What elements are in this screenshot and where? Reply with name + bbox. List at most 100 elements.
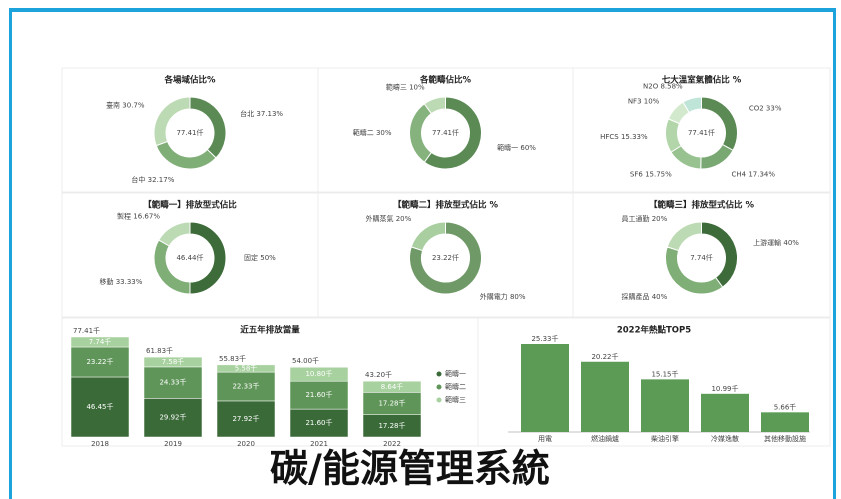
legend-label: 範疇三 xyxy=(445,395,466,404)
bar-label: 5.66千 xyxy=(774,402,797,411)
bar xyxy=(581,361,629,432)
slice-category: SF6 xyxy=(630,171,643,179)
segment-label: 17.28千 xyxy=(378,421,405,430)
donut-center: 77.41仟 xyxy=(688,128,715,137)
slice-value: 10% xyxy=(409,83,425,91)
slice-label: 範疇三 10% xyxy=(386,82,425,91)
bar xyxy=(641,379,689,432)
bar-segment xyxy=(143,398,203,438)
segment-label: 29.92千 xyxy=(159,413,186,422)
slice-category: 製程 xyxy=(117,211,131,220)
segment-label: 27.92千 xyxy=(232,414,259,423)
bar-segment xyxy=(143,366,203,399)
x-tick-label: 其他移動設施 xyxy=(764,434,806,443)
bar-label: 10.99千 xyxy=(711,384,738,393)
slice-label: 範疇一 60% xyxy=(497,143,536,152)
bar-segment xyxy=(216,364,276,373)
bar-segment xyxy=(216,371,276,402)
slice-category: HFCS xyxy=(600,133,619,141)
slice-value: 30.7% xyxy=(122,102,145,110)
slice-value: 33% xyxy=(766,105,782,113)
slice-category: 範疇三 xyxy=(386,82,407,91)
chart-title: 【範疇二】排放型式佔比 % xyxy=(393,200,498,211)
slice-label: 範疇二 30% xyxy=(353,128,392,137)
donut-center: 46.44仟 xyxy=(176,253,203,262)
bar-segment xyxy=(70,376,130,438)
donut-slice xyxy=(423,96,446,115)
bar-segment xyxy=(289,408,349,438)
slice-label: 移動 33.33% xyxy=(99,277,142,286)
slice-label: 上游運輸 40% xyxy=(753,238,799,247)
slice-category: CH4 xyxy=(731,171,746,179)
bar-segment xyxy=(289,380,349,410)
donut-center: 23.22仟 xyxy=(432,253,459,262)
slice-label: 製程 16.67% xyxy=(117,211,160,220)
slice-value: 17.34% xyxy=(748,171,775,179)
chart-title: 七大溫室氣體佔比 % xyxy=(662,75,742,86)
total-label: 43.20千 xyxy=(365,370,392,379)
slice-label: HFCS 15.33% xyxy=(600,133,648,141)
segment-label: 17.28千 xyxy=(378,399,405,408)
slice-value: 15.33% xyxy=(621,133,648,141)
panel xyxy=(572,192,831,318)
slice-value: 40% xyxy=(783,239,799,247)
donut-slice xyxy=(666,221,702,252)
slice-label: 臺南 30.7% xyxy=(106,101,145,110)
legend-label: 範疇一 xyxy=(445,369,466,378)
slice-category: 員工通勤 xyxy=(621,214,649,223)
slice-category: NF3 xyxy=(628,97,642,105)
segment-label: 21.60千 xyxy=(305,418,332,427)
chart-title: 2022年熱點TOP5 xyxy=(617,325,691,336)
total-label: 54.00千 xyxy=(292,356,319,365)
total-label: 61.83千 xyxy=(146,346,173,355)
x-tick-label: 用電 xyxy=(538,435,552,443)
segment-label: 7.58千 xyxy=(162,357,185,366)
slice-label: 採購產品 40% xyxy=(621,292,667,301)
slice-category: 範疇一 xyxy=(497,143,518,152)
slice-value: 30% xyxy=(376,129,392,137)
top-border xyxy=(9,8,836,12)
slice-value: 8.58% xyxy=(660,83,683,91)
slice-value: 15.75% xyxy=(645,171,672,179)
slice-value: 50% xyxy=(260,254,276,262)
segment-label: 21.60千 xyxy=(305,390,332,399)
donut-slice xyxy=(410,221,446,252)
chart-title: 【範疇一】排放型式佔比 xyxy=(143,200,237,211)
chart-title: 【範疇三】排放型式佔比 % xyxy=(649,200,754,211)
segment-label: 8.64千 xyxy=(381,382,404,391)
donut-center: 77.41仟 xyxy=(432,128,459,137)
slice-label: 員工通勤 20% xyxy=(621,214,667,223)
slice-category: 台北 xyxy=(240,109,254,118)
slice-label: 台北 37.13% xyxy=(240,109,283,118)
bar xyxy=(521,344,569,432)
bar xyxy=(761,412,809,432)
x-tick-label: 2020 xyxy=(237,440,255,448)
x-tick-label: 冷媒逸散 xyxy=(711,434,739,443)
slice-value: 32.17% xyxy=(148,176,175,184)
slice-value: 16.67% xyxy=(133,212,160,220)
slice-label: 外購電力 80% xyxy=(480,292,526,301)
slice-category: 臺南 xyxy=(106,101,120,110)
bar-segment xyxy=(143,356,203,368)
total-label: 77.41千 xyxy=(73,326,100,335)
donut-center: 7.74仟 xyxy=(690,253,713,262)
slice-value: 60% xyxy=(520,144,536,152)
slice-category: CO2 xyxy=(749,105,764,113)
slice-label: SF6 15.75% xyxy=(630,171,672,179)
segment-label: 7.74千 xyxy=(89,337,112,346)
x-tick-label: 柴油引擎 xyxy=(651,434,679,443)
segment-label: 10.80千 xyxy=(305,369,332,378)
donut-center: 77.41仟 xyxy=(176,128,203,137)
segment-label: 24.33千 xyxy=(159,378,186,387)
bar-label: 20.22千 xyxy=(591,352,618,361)
bar-segment xyxy=(216,400,276,438)
slice-value: 10% xyxy=(644,97,660,105)
segment-label: 5.58千 xyxy=(235,363,258,372)
total-label: 55.83千 xyxy=(219,354,246,363)
legend-swatch xyxy=(436,384,442,390)
slice-category: 範疇二 xyxy=(353,128,374,137)
segment-label: 23.22千 xyxy=(86,357,113,366)
donut-slice xyxy=(158,221,191,247)
left-border xyxy=(9,8,12,499)
